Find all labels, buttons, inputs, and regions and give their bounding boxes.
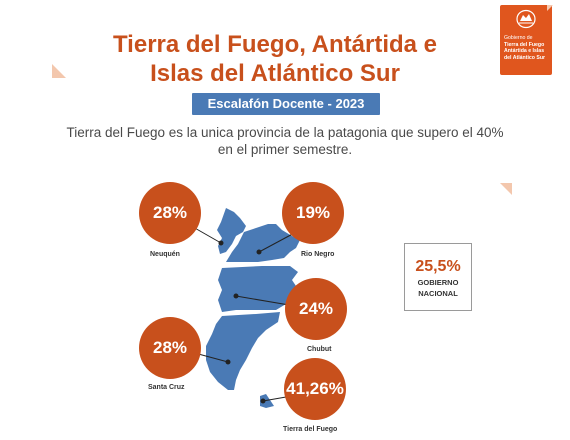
national-label-line-2: NACIONAL [418, 289, 458, 298]
dot-neuquen [218, 240, 224, 246]
connector-tierra-del-fuego [262, 396, 287, 402]
year-badge: Escalafón Docente - 2023 [192, 93, 380, 115]
national-value: 25,5% [415, 258, 461, 275]
value-circle-chubut: 24% [285, 278, 347, 340]
page-title: Tierra del Fuego, Antártida e Islas del … [75, 30, 475, 88]
title-line-1: Tierra del Fuego, Antártida e [112, 31, 438, 58]
logo-line-2: Tierra del Fuego [504, 41, 545, 48]
government-logo: Gobierno de Tierra del Fuego Antártida e… [500, 5, 552, 75]
corner-decoration-left [52, 64, 66, 78]
subtitle: Tierra del Fuego es la unica provincia d… [30, 124, 540, 158]
map-region-chubut [218, 266, 298, 312]
national-government-box: 25,5% GOBIERNO NACIONAL [404, 243, 472, 311]
connector-neuquen [192, 226, 222, 244]
logo-text: Gobierno de Tierra del Fuego Antártida e… [504, 35, 550, 61]
subtitle-line-1: Tierra del Fuego es la unica provincia d… [66, 125, 504, 140]
corner-decoration-right [500, 183, 512, 195]
dot-santa-cruz [225, 359, 231, 365]
province-label-santa-cruz: Santa Cruz [148, 384, 185, 391]
province-label-neuquen: Neuquén [150, 251, 180, 258]
provincial-seal-icon [516, 9, 536, 29]
dot-rio-negro [256, 249, 262, 255]
connector-chubut [235, 295, 290, 306]
province-label-tierra-del-fuego: Tierra del Fuego [283, 426, 338, 433]
national-label-line-1: GOBIERNO [417, 278, 459, 287]
map-region-tierra-del-fuego [260, 394, 274, 408]
value-circle-tierra-del-fuego: 41,26% [284, 358, 346, 420]
value-circle-rio-negro: 19% [282, 182, 344, 244]
logo-line-3: Antártida e Islas [504, 48, 545, 54]
province-label-chubut: Chubut [307, 346, 332, 353]
logo-line-4: del Atlántico Sur [504, 54, 546, 61]
province-label-rio-negro: Rio Negro [301, 251, 335, 258]
logo-line-1: Gobierno de [504, 35, 533, 41]
map-region-neuquen [217, 208, 246, 254]
map-region-rio-negro [226, 224, 300, 262]
value-circle-neuquen: 28% [139, 182, 201, 244]
dot-chubut [233, 293, 239, 299]
dot-tierra-del-fuego [260, 398, 266, 404]
value-circle-santa-cruz: 28% [139, 317, 201, 379]
logo-fold-decoration [547, 5, 553, 11]
subtitle-line-2: en el primer semestre. [217, 142, 353, 157]
title-line-2: Islas del Atlántico Sur [150, 60, 400, 87]
map-region-santa-cruz [206, 312, 280, 390]
